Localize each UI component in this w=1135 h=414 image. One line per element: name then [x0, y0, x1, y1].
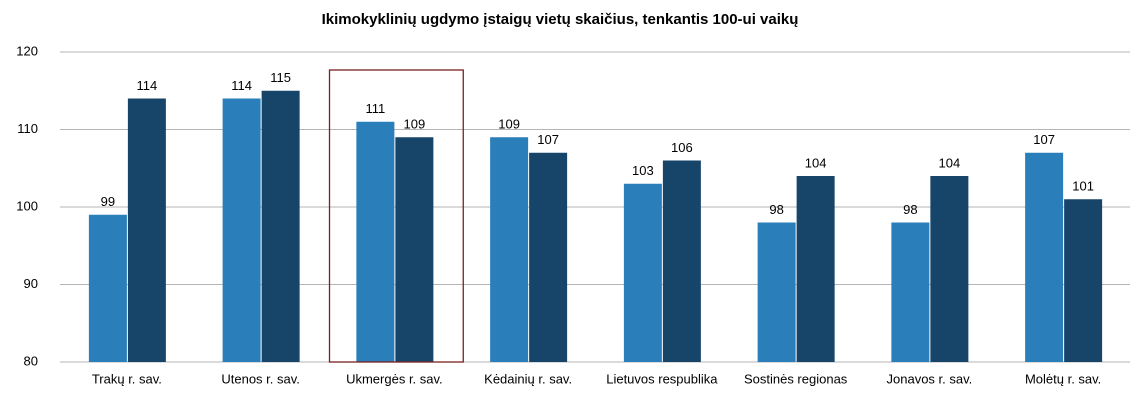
value-label: 109	[404, 117, 426, 132]
x-tick-label: Kėdainių r. sav.	[484, 371, 572, 386]
bar	[757, 222, 796, 362]
value-label: 114	[231, 78, 252, 93]
bar	[529, 152, 568, 362]
value-label: 104	[939, 155, 961, 170]
bar	[490, 137, 529, 362]
highlight-frame	[328, 69, 464, 363]
value-label: 107	[1033, 132, 1055, 147]
y-tick-label: 120	[16, 43, 38, 58]
value-label: 107	[537, 132, 559, 147]
x-tick-label: Ukmergės r. sav.	[346, 371, 443, 386]
bar	[891, 222, 930, 362]
y-tick-label: 90	[24, 276, 38, 291]
value-label: 103	[632, 163, 654, 178]
bar	[1025, 152, 1064, 362]
bar	[395, 137, 434, 362]
value-label: 109	[498, 117, 520, 132]
value-label: 101	[1072, 179, 1094, 194]
x-tick-label: Trakų r. sav.	[92, 371, 162, 386]
bar	[1064, 199, 1103, 362]
x-tick-label: Utenos r. sav.	[221, 371, 300, 386]
value-label: 114	[137, 78, 158, 93]
y-tick-label: 100	[16, 198, 38, 213]
x-tick-label: Lietuvos respublika	[606, 371, 718, 386]
y-tick-label: 110	[17, 121, 38, 136]
x-tick-label: Molėtų r. sav.	[1025, 371, 1101, 386]
value-label: 111	[365, 101, 385, 116]
value-label: 115	[270, 70, 291, 85]
y-tick-label: 80	[24, 353, 38, 368]
bar	[261, 90, 300, 362]
chart-title: Ikimokyklinių ugdymo įstaigų vietų skaič…	[322, 11, 799, 28]
value-label: 98	[903, 202, 917, 217]
bar	[88, 214, 127, 362]
value-label: 106	[671, 140, 693, 155]
bar	[222, 98, 261, 362]
x-tick-label: Jonavos r. sav.	[887, 371, 973, 386]
value-label: 98	[769, 202, 783, 217]
value-label: 99	[101, 194, 115, 209]
bar	[623, 183, 662, 362]
bar	[930, 176, 969, 362]
bar	[356, 121, 395, 362]
x-tick-label: Sostinės regionas	[744, 371, 848, 386]
value-label: 104	[805, 155, 827, 170]
bar	[796, 176, 835, 362]
bar	[127, 98, 166, 362]
bar	[662, 160, 701, 362]
